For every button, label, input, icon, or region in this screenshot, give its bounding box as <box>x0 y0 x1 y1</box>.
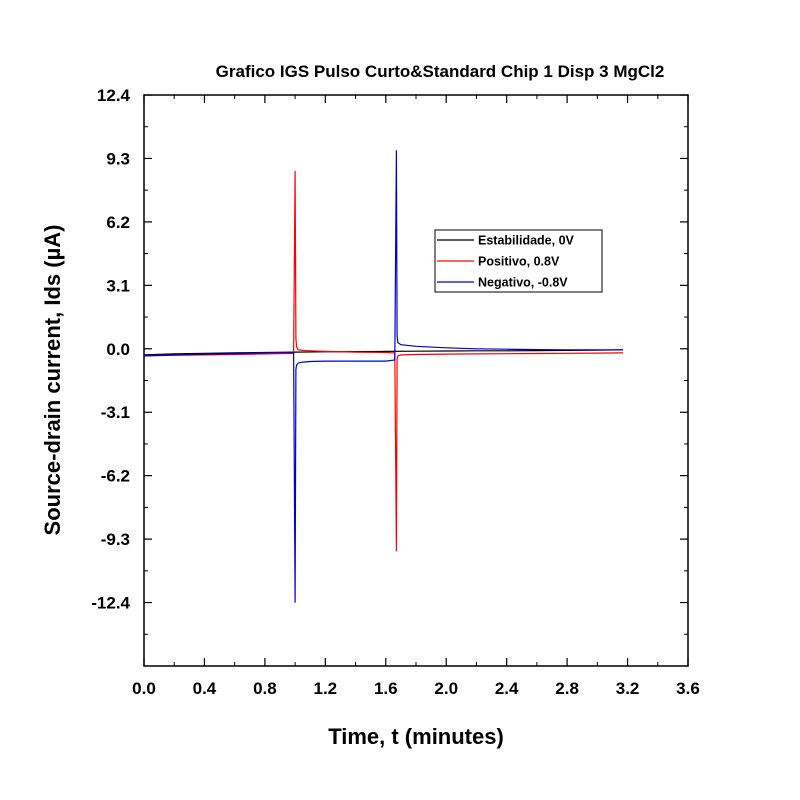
y-tick-label: -6.2 <box>101 467 130 486</box>
x-tick-label: 0.4 <box>193 679 217 698</box>
y-tick-label: 0.0 <box>106 340 130 359</box>
legend-entry-label: Estabilidade, 0V <box>478 234 575 248</box>
y-tick-label: 9.3 <box>106 149 130 168</box>
y-tick-label: 3.1 <box>106 276 130 295</box>
x-axis-ticks: 0.0 0.4 0.8 1.2 1.6 2.0 2.4 2.8 3.2 3.6 <box>132 95 700 698</box>
y-tick-label: 12.4 <box>97 86 131 105</box>
series-layer <box>143 150 624 603</box>
y-axis-ticks: 12.4 9.3 6.2 3.1 0.0 -3.1 -6.2 -9.3 -12.4 <box>91 86 688 635</box>
x-tick-label: 2.0 <box>434 679 458 698</box>
x-tick-label: 0.8 <box>253 679 277 698</box>
x-tick-label: 1.2 <box>314 679 338 698</box>
legend: Estabilidade, 0V Positivo, 0.8V Negativo, … <box>434 229 603 293</box>
x-tick-label: 2.4 <box>495 679 519 698</box>
x-tick-label: 1.6 <box>374 679 398 698</box>
legend-entry-label: Positivo, 0.8V <box>478 255 560 269</box>
plot-area <box>143 94 689 667</box>
y-tick-label: 6.2 <box>106 213 130 232</box>
chart-title: Grafico IGS Pulso Curto&Standard Chip 1 … <box>216 62 665 81</box>
series-line-0 <box>143 349 624 356</box>
y-tick-label: -12.4 <box>91 594 130 613</box>
y-tick-label: -3.1 <box>101 403 130 422</box>
series-line-2 <box>143 150 623 603</box>
y-axis-label: Source-drain current, Ids (µA) <box>40 225 65 536</box>
y-tick-label: -9.3 <box>101 530 130 549</box>
x-axis-label: Time, t (minutes) <box>328 724 504 749</box>
plot-frame <box>143 94 689 667</box>
series-line-1 <box>143 170 624 552</box>
x-tick-label: 3.2 <box>616 679 640 698</box>
x-tick-label: 0.0 <box>132 679 156 698</box>
x-tick-label: 2.8 <box>555 679 579 698</box>
legend-entry-label: Negativo, -0.8V <box>478 276 568 290</box>
x-tick-label: 3.6 <box>676 679 700 698</box>
